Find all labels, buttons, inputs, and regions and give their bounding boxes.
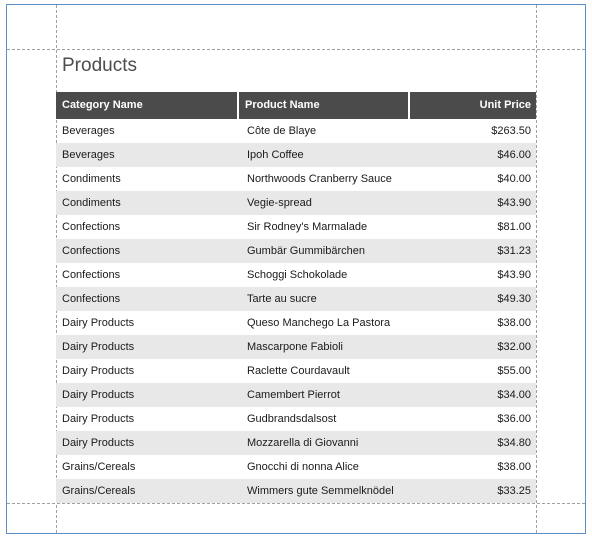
category-cell[interactable]: Condiments: [62, 197, 121, 209]
category-cell[interactable]: Confections: [62, 221, 121, 233]
price-cell[interactable]: $263.50: [491, 125, 531, 137]
table-body: Beverages Côte de Blaye $263.50 Beverages Ip…: [56, 119, 536, 503]
table-row: Confections Schoggi Schokolade $43.90: [56, 263, 536, 287]
top-margin-guide: [7, 49, 585, 50]
price-cell[interactable]: $81.00: [497, 221, 531, 233]
category-cell[interactable]: Dairy Products: [62, 341, 135, 353]
table-row: Beverages Ipoh Coffee $46.00: [56, 143, 536, 167]
product-cell[interactable]: Mozzarella di Giovanni: [247, 437, 359, 449]
table-row: Condiments Northwoods Cranberry Sauce $40.…: [56, 167, 536, 191]
table-row: Dairy Products Gudbrandsdalsost $36.00: [56, 407, 536, 431]
price-cell[interactable]: $38.00: [497, 461, 531, 473]
table-row: Dairy Products Mozzarella di Giovanni $34.…: [56, 431, 536, 455]
price-cell[interactable]: $38.00: [497, 317, 531, 329]
product-cell[interactable]: Camembert Pierrot: [247, 389, 340, 401]
category-cell[interactable]: Confections: [62, 245, 121, 257]
category-cell[interactable]: Beverages: [62, 149, 115, 161]
product-cell[interactable]: Vegie-spread: [247, 197, 312, 209]
table-row: Dairy Products Queso Manchego La Pastora $…: [56, 311, 536, 335]
product-cell[interactable]: Gnocchi di nonna Alice: [247, 461, 359, 473]
product-cell[interactable]: Sir Rodney's Marmalade: [247, 221, 368, 233]
product-cell[interactable]: Tarte au sucre: [247, 293, 317, 305]
price-cell[interactable]: $49.30: [497, 293, 531, 305]
table-row: Grains/Cereals Wimmers gute Semmelknödel $…: [56, 479, 536, 503]
price-cell[interactable]: $34.80: [497, 437, 531, 449]
category-cell[interactable]: Dairy Products: [62, 365, 135, 377]
price-cell[interactable]: $32.00: [497, 341, 531, 353]
report-title[interactable]: Products: [62, 55, 137, 76]
table-row: Dairy Products Mascarpone Fabioli $32.00: [56, 335, 536, 359]
price-cell[interactable]: $43.90: [497, 269, 531, 281]
category-cell[interactable]: Dairy Products: [62, 317, 135, 329]
right-margin-guide: [536, 5, 537, 533]
table-row: Confections Tarte au sucre $49.30: [56, 287, 536, 311]
product-cell[interactable]: Schoggi Schokolade: [247, 269, 348, 281]
price-cell[interactable]: $43.90: [497, 197, 531, 209]
table-row: Confections Sir Rodney's Marmalade $81.00: [56, 215, 536, 239]
category-cell[interactable]: Dairy Products: [62, 437, 135, 449]
products-table: Category Name Product Name Unit Price Be…: [56, 92, 536, 503]
table-row: Condiments Vegie-spread $43.90: [56, 191, 536, 215]
product-cell[interactable]: Ipoh Coffee: [247, 149, 304, 161]
product-cell[interactable]: Côte de Blaye: [247, 125, 317, 137]
product-cell[interactable]: Raclette Courdavault: [247, 365, 350, 377]
table-header: Category Name Product Name Unit Price: [56, 92, 536, 119]
price-cell[interactable]: $40.00: [497, 173, 531, 185]
price-cell[interactable]: $33.25: [497, 485, 531, 497]
category-cell[interactable]: Confections: [62, 293, 121, 305]
product-cell[interactable]: Gudbrandsdalsost: [247, 413, 337, 425]
category-cell[interactable]: Grains/Cereals: [62, 461, 136, 473]
category-cell[interactable]: Grains/Cereals: [62, 485, 136, 497]
table-row: Grains/Cereals Gnocchi di nonna Alice $38.…: [56, 455, 536, 479]
table-row: Confections Gumbär Gummibärchen $31.23: [56, 239, 536, 263]
product-cell[interactable]: Northwoods Cranberry Sauce: [247, 173, 392, 185]
table-row: Dairy Products Raclette Courdavault $55.00: [56, 359, 536, 383]
product-cell[interactable]: Gumbär Gummibärchen: [247, 245, 365, 257]
header-unit-price[interactable]: Unit Price: [479, 99, 531, 111]
header-product-name[interactable]: Product Name: [239, 92, 410, 119]
table-row: Beverages Côte de Blaye $263.50: [56, 119, 536, 143]
bottom-margin-guide: [7, 503, 585, 504]
product-cell[interactable]: Wimmers gute Semmelknödel: [247, 485, 394, 497]
category-cell[interactable]: Confections: [62, 269, 121, 281]
price-cell[interactable]: $34.00: [497, 389, 531, 401]
price-cell[interactable]: $55.00: [497, 365, 531, 377]
category-cell[interactable]: Condiments: [62, 173, 121, 185]
price-cell[interactable]: $31.23: [497, 245, 531, 257]
header-category-name[interactable]: Category Name: [56, 92, 239, 119]
price-cell[interactable]: $36.00: [497, 413, 531, 425]
category-cell[interactable]: Dairy Products: [62, 389, 135, 401]
product-cell[interactable]: Mascarpone Fabioli: [247, 341, 343, 353]
left-margin-guide: [56, 5, 57, 533]
table-row: Dairy Products Camembert Pierrot $34.00: [56, 383, 536, 407]
price-cell[interactable]: $46.00: [497, 149, 531, 161]
category-cell[interactable]: Beverages: [62, 125, 115, 137]
product-cell[interactable]: Queso Manchego La Pastora: [247, 317, 391, 329]
category-cell[interactable]: Dairy Products: [62, 413, 135, 425]
